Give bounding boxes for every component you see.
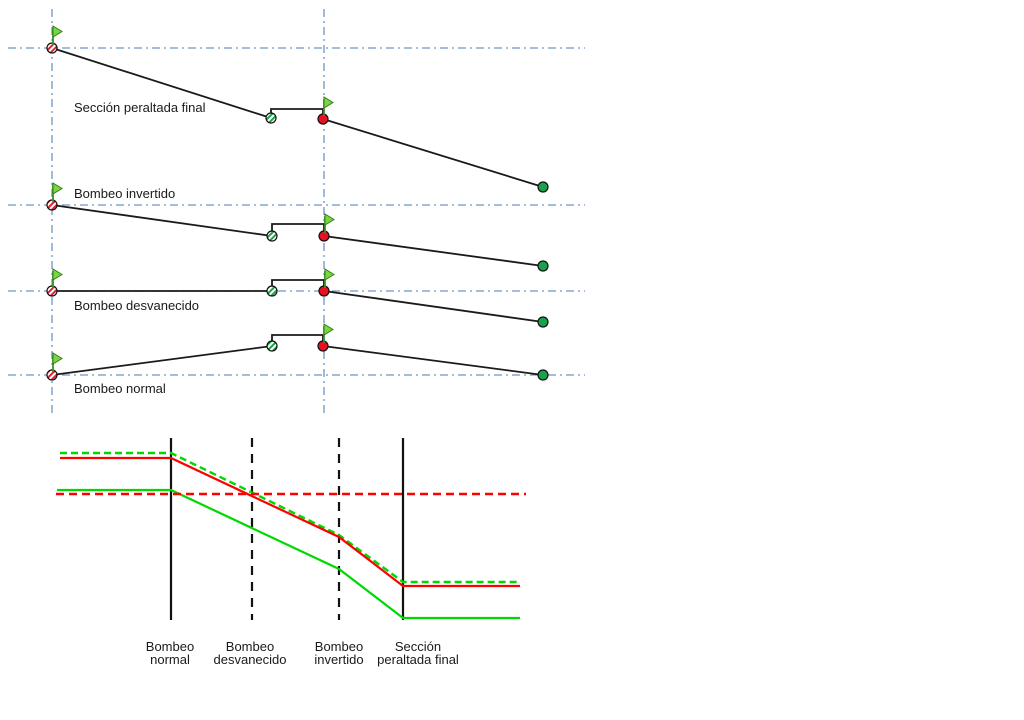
flag-triangle (324, 213, 335, 226)
flag-icon (323, 96, 334, 116)
station-label-bombeo-normal: Bombeo normal (100, 640, 240, 666)
profile-series-edge-green-solid (57, 488, 520, 620)
flag-triangle (52, 182, 63, 195)
station-label-line2: desvanecido (213, 652, 287, 667)
axis-step-bracket (271, 279, 325, 286)
crown-right-marker-red (317, 113, 329, 125)
left-edge-marker-hatched-red (46, 42, 58, 54)
flag-triangle (324, 268, 335, 281)
right-lane-edge-line (322, 345, 544, 376)
section-label-bombeo-normal: Bombeo normal (74, 381, 166, 396)
crown-left-marker-hatched-green (265, 112, 277, 124)
cross-section (46, 323, 549, 381)
cross-section (46, 25, 549, 193)
right-lane-edge-line (322, 118, 544, 188)
right-lane-edge-line (323, 290, 544, 323)
profile-series-edge-red-solid (60, 456, 520, 588)
profile-chart-layer (56, 438, 526, 620)
right-edge-marker-green (537, 316, 549, 328)
crown-left-marker-hatched-green (266, 230, 278, 242)
station-label-line2: invertido (314, 652, 364, 667)
left-edge-marker-hatched-red (46, 199, 58, 211)
left-edge-marker-hatched-red (46, 285, 58, 297)
left-lane-edge-line (51, 47, 272, 119)
cross-section (46, 182, 549, 272)
station-label-bombeo-invertido: Bombeo invertido (269, 640, 409, 666)
right-edge-marker-green (537, 260, 549, 272)
flag-icon (324, 213, 335, 233)
flag-triangle (323, 96, 334, 109)
station-label-line1: Bombeo (314, 639, 364, 654)
station-label-line1: Bombeo (225, 639, 275, 654)
cross-sections-layer (46, 25, 549, 381)
flag-triangle (52, 352, 63, 365)
crown-right-marker-red (318, 285, 330, 297)
crown-left-marker-hatched-green (266, 340, 278, 352)
crown-right-marker-red (317, 340, 329, 352)
left-lane-edge-line (51, 345, 273, 376)
station-label-bombeo-desvanecido: Bombeo desvanecido (180, 640, 320, 666)
flag-triangle (323, 323, 334, 336)
axis-step-bracket (271, 223, 325, 231)
section-label-bombeo-desvanecido: Bombeo desvanecido (74, 298, 200, 313)
right-edge-marker-green (537, 181, 549, 193)
axis-step-bracket (270, 108, 324, 114)
flag-icon (324, 268, 335, 288)
crown-right-marker-red (318, 230, 330, 242)
cross-section (46, 268, 549, 328)
left-edge-marker-hatched-red (46, 369, 58, 381)
flag-triangle (52, 268, 63, 281)
section-label-seccion-peraltada-final: Sección peraltada final (74, 100, 206, 115)
flag-icon (52, 268, 63, 288)
axis-step-bracket (271, 334, 324, 341)
right-edge-marker-green (537, 369, 549, 381)
flag-icon (52, 182, 63, 202)
crown-left-marker-hatched-green (266, 285, 278, 297)
station-label-line2: peraltada final (377, 652, 459, 667)
left-lane-edge-line (51, 204, 273, 237)
profile-series-edge-green-dashed (60, 451, 520, 584)
station-label-seccion-peraltada-final: Sección peraltada final (348, 640, 488, 666)
right-lane-edge-line (323, 235, 544, 267)
section-label-bombeo-invertido: Bombeo invertido (74, 186, 176, 201)
flag-triangle (52, 25, 63, 38)
flag-icon (52, 352, 63, 372)
station-label-line1: Bombeo (145, 639, 195, 654)
station-label-line1: Sección (394, 639, 442, 654)
flag-icon (323, 323, 334, 343)
flag-icon (52, 25, 63, 45)
station-label-line2: normal (150, 652, 190, 667)
